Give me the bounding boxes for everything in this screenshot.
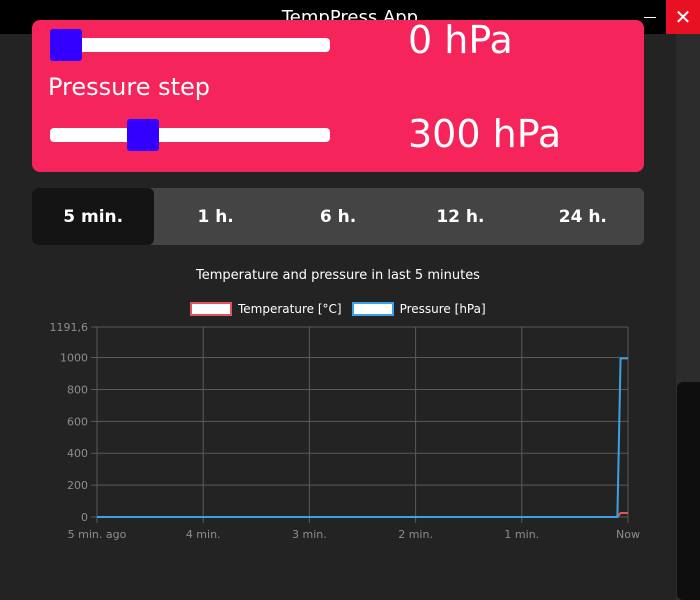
pressure-step-value: 300 hPa [408,112,562,156]
y-tick-label: 1191,6 [50,321,89,334]
tab-6-h[interactable]: 6 h. [319,206,357,227]
top-slider-thumb[interactable] [50,29,82,61]
x-tick-label: 1 min. [504,528,539,541]
top-slider[interactable] [50,29,330,61]
tab-24-h[interactable]: 24 h. [558,206,607,227]
legend-item-temperature[interactable]: Temperature [°C] [190,302,342,316]
close-icon: ✕ [674,5,692,29]
x-tick-label: 4 min. [186,528,221,541]
tab-5-min[interactable]: 5 min. [32,188,155,245]
line-chart: 0 200 400 600 800 1000 1191,6 5 min. ago 4 min. 3… [50,321,640,541]
close-button[interactable]: ✕ [666,0,700,34]
legend-pressure-swatch [351,302,394,316]
y-tick-label: 1000 [60,352,88,365]
settings-panel: 0 hPa Pressure step 300 hPa [32,20,644,172]
x-tick-label: 3 min. [292,528,327,541]
top-slider-value: 0 hPa [408,20,513,62]
legend-item-pressure[interactable]: Pressure [hPa] [351,302,486,316]
minimize-icon [644,16,656,18]
time-range-tabs: 5 min. 1 h. 6 h. 12 h. 24 h. [32,188,644,245]
tab-1-h[interactable]: 1 h. [197,206,234,227]
y-tick-label: 200 [67,479,88,492]
x-tick-label: 2 min. [398,528,433,541]
chart-title: Temperature and pressure in last 5 minut… [196,268,480,283]
legend-temperature-swatch [190,302,232,316]
pressure-series-line [97,357,628,518]
tab-12-h[interactable]: 12 h. [436,206,485,227]
y-tick-label: 400 [67,447,88,460]
x-tick-label: Now [616,528,640,541]
legend-temperature-label: Temperature [°C] [238,302,342,316]
y-tick-label: 0 [81,511,88,524]
minimize-button[interactable] [633,0,667,34]
pressure-step-label: Pressure step [48,73,211,101]
pressure-step-slider-thumb[interactable] [126,119,159,151]
pressure-step-slider[interactable] [50,119,330,151]
chart-legend: Temperature [°C] Pressure [hPa] [190,302,496,316]
y-tick-label: 800 [67,383,88,396]
scrollbar-thumb[interactable] [677,382,700,600]
legend-pressure-label: Pressure [hPa] [399,302,486,316]
y-tick-label: 600 [67,415,88,428]
x-tick-label: 5 min. ago [68,528,127,541]
